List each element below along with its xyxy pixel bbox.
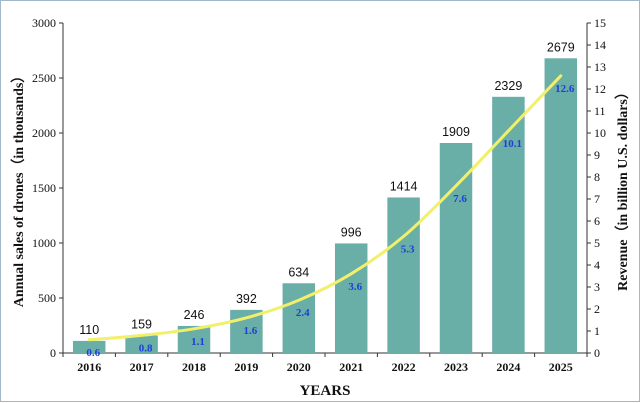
right-y-tick-label: 3 <box>594 280 600 294</box>
right-y-tick-label: 9 <box>594 148 600 162</box>
left-y-tick-label: 2000 <box>32 126 56 140</box>
bar-2023 <box>439 143 473 353</box>
right-y-tick-label: 6 <box>594 214 600 228</box>
bar-value-label: 1414 <box>390 179 418 193</box>
right-y-tick-label: 14 <box>594 38 606 52</box>
left-y-ticks: 0 500 1000 1500 2000 2500 3000 <box>32 16 63 360</box>
right-y-tick-label: 12 <box>594 82 606 96</box>
revenue-value-labels: 0.6 0.8 1.1 1.6 2.4 3.6 5.3 7.6 10.1 12.6 <box>86 83 575 359</box>
bar-value-label: 996 <box>341 225 362 239</box>
x-tick-label: 2017 <box>130 360 154 374</box>
bar-value-label: 392 <box>236 292 257 306</box>
right-y-tick-label: 8 <box>594 170 600 184</box>
revenue-value-label: 1.6 <box>244 325 258 337</box>
bar-2017 <box>125 335 158 353</box>
revenue-value-label: 0.8 <box>139 342 153 354</box>
right-y-tick-label: 15 <box>594 16 606 30</box>
bar-value-label: 110 <box>79 323 99 337</box>
revenue-line <box>87 74 563 342</box>
revenue-value-label: 3.6 <box>348 281 362 293</box>
left-y-tick-label: 0 <box>50 346 56 360</box>
revenue-value-label: 1.1 <box>191 336 205 348</box>
right-y-tick-label: 4 <box>594 258 600 272</box>
right-y-tick-label: 11 <box>594 104 606 118</box>
x-tick-label: 2016 <box>77 360 101 374</box>
revenue-value-label: 12.6 <box>555 83 575 95</box>
right-y-tick-label: 10 <box>594 126 606 140</box>
x-tick-label: 2022 <box>392 360 416 374</box>
bar-value-label: 1909 <box>442 125 470 139</box>
revenue-value-label: 0.6 <box>86 347 100 359</box>
x-ticks: 2016 2017 2018 2019 2020 2021 2022 2023 2024 2025 <box>62 353 588 374</box>
bar-2025 <box>544 58 578 354</box>
x-tick-label: 2018 <box>182 360 206 374</box>
revenue-value-label: 5.3 <box>401 243 415 255</box>
revenue-value-label: 7.6 <box>453 193 467 205</box>
bar-value-label: 159 <box>131 318 152 332</box>
bar-2021 <box>334 243 368 353</box>
x-tick-label: 2024 <box>496 360 520 374</box>
x-tick-label: 2023 <box>444 360 468 374</box>
bar-value-label: 634 <box>288 265 309 279</box>
bar-2022 <box>387 197 420 353</box>
right-y-tick-label: 5 <box>594 236 600 250</box>
right-y-tick-label: 2 <box>594 302 600 316</box>
right-y-tick-label: 13 <box>594 60 606 74</box>
left-y-tick-label: 500 <box>38 291 56 305</box>
right-y-tick-label: 1 <box>594 324 600 338</box>
right-y-axis-title: Revenue（in billion U.S. dollars） <box>615 85 631 291</box>
bar-value-label: 2679 <box>547 40 575 54</box>
bars <box>72 58 578 354</box>
bar-2024 <box>492 96 525 353</box>
x-tick-label: 2021 <box>339 360 363 374</box>
x-axis-title: YEARS <box>300 383 351 399</box>
left-y-tick-label: 1000 <box>32 236 56 250</box>
left-y-tick-label: 3000 <box>32 16 56 30</box>
left-y-tick-label: 2500 <box>32 71 56 85</box>
revenue-value-label: 10.1 <box>503 138 522 150</box>
right-y-tick-label: 0 <box>594 346 600 360</box>
right-y-tick-label: 7 <box>594 192 600 206</box>
bar-value-label: 246 <box>184 308 205 322</box>
left-y-axis-title: Annual sales of drones（in thousands） <box>11 69 27 308</box>
x-tick-label: 2025 <box>549 360 573 374</box>
bar-2016 <box>72 340 106 353</box>
bar-value-label: 2329 <box>494 79 522 93</box>
revenue-value-label: 2.4 <box>296 307 310 319</box>
bar-value-labels: 110 159 246 392 634 996 1414 1909 2329 2679 <box>79 40 575 337</box>
left-y-tick-label: 1500 <box>32 181 56 195</box>
x-tick-label: 2019 <box>234 360 258 374</box>
x-tick-label: 2020 <box>287 360 311 374</box>
